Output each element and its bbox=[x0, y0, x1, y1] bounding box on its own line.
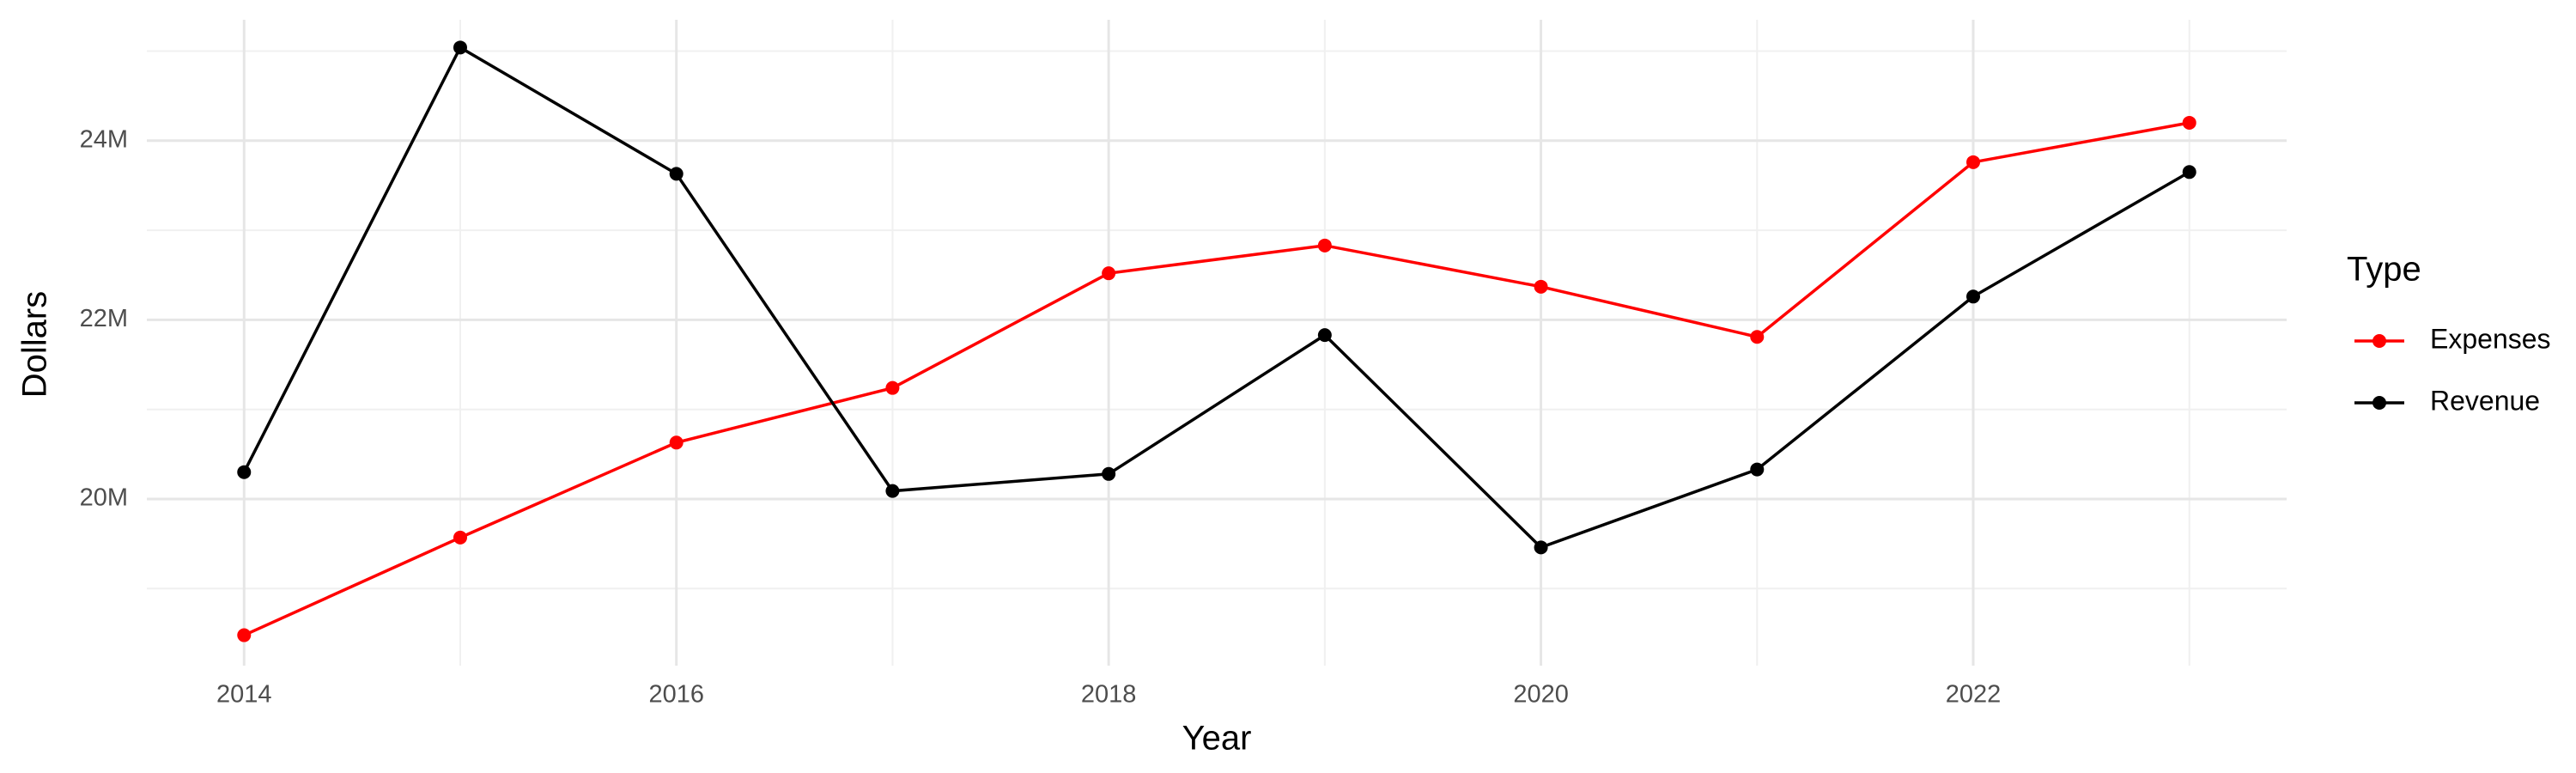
series-line bbox=[242, 45, 2190, 550]
data-point bbox=[885, 380, 900, 395]
data-point bbox=[453, 530, 467, 545]
data-point bbox=[1102, 266, 1116, 281]
x-tick-label: 2016 bbox=[648, 681, 704, 709]
y-tick-label: 20M bbox=[80, 484, 128, 512]
data-point bbox=[1966, 155, 1981, 169]
y-axis-title: Dollars bbox=[16, 291, 54, 398]
legend-label: Revenue bbox=[2430, 385, 2540, 416]
y-tick-label: 22M bbox=[80, 305, 128, 332]
y-tick-label: 24M bbox=[80, 125, 128, 153]
series-line bbox=[243, 121, 2190, 637]
data-point bbox=[1317, 328, 1332, 343]
data-point bbox=[669, 167, 683, 181]
legend-label: Expenses bbox=[2430, 323, 2551, 354]
data-point bbox=[1750, 330, 1765, 344]
legend-point bbox=[2372, 334, 2386, 348]
data-point bbox=[1534, 279, 1548, 294]
data-point bbox=[1750, 462, 1765, 477]
data-point bbox=[237, 628, 252, 642]
x-axis-title: Year bbox=[1182, 720, 1252, 758]
data-point bbox=[2182, 115, 2196, 130]
data-point bbox=[237, 465, 252, 479]
data-point bbox=[1534, 540, 1548, 555]
x-tick-label: 2022 bbox=[1946, 681, 2002, 709]
data-point bbox=[885, 484, 900, 498]
x-tick-label: 2020 bbox=[1513, 681, 1569, 709]
data-point bbox=[1102, 466, 1116, 481]
data-point bbox=[2182, 165, 2196, 180]
x-tick-label: 2014 bbox=[216, 681, 272, 709]
data-point bbox=[453, 40, 467, 55]
legend-point bbox=[2372, 396, 2386, 410]
data-point bbox=[1317, 238, 1332, 253]
data-point bbox=[1966, 289, 1981, 304]
data-point bbox=[669, 435, 683, 450]
x-tick-label: 2018 bbox=[1081, 681, 1137, 709]
legend-title: Type bbox=[2347, 251, 2421, 289]
